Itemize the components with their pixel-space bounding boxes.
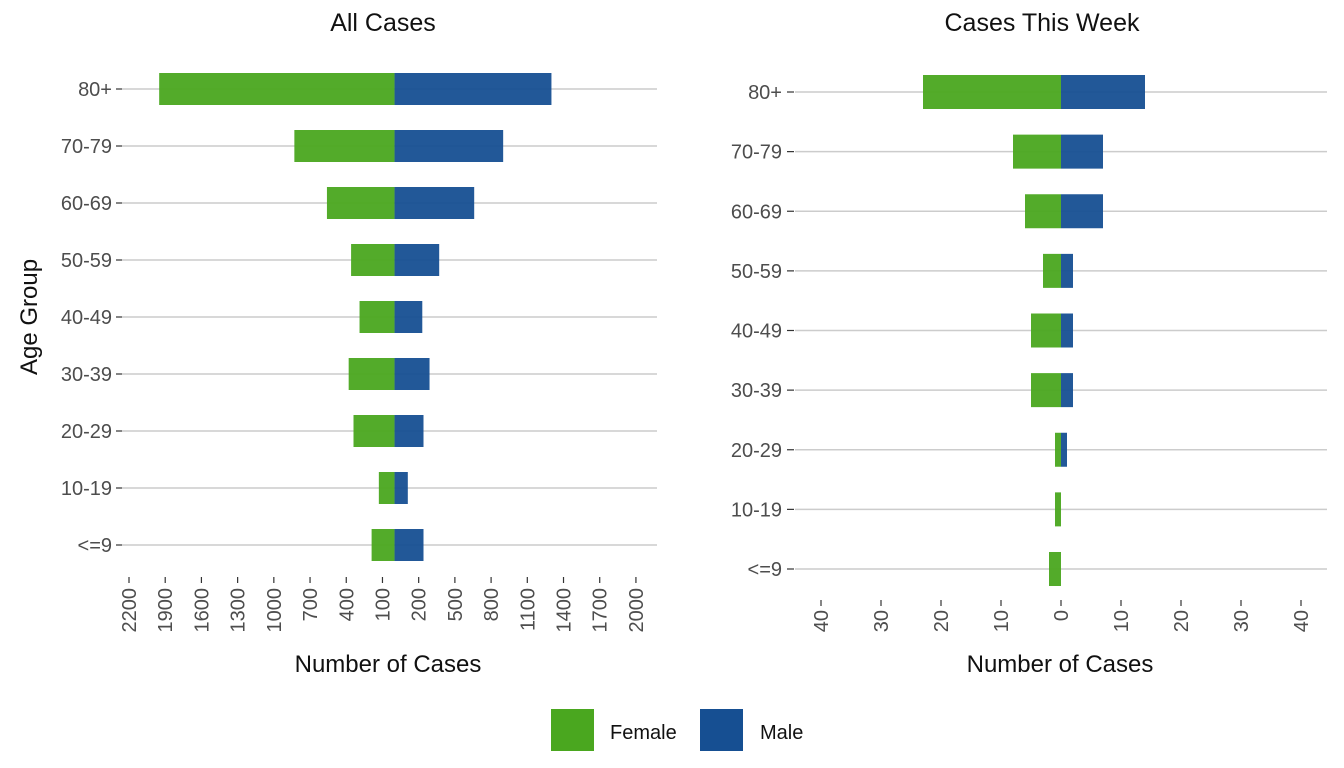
x-tick-label-0: 2200 — [119, 588, 141, 633]
bar-female-70-79 — [294, 130, 395, 162]
bar-female-20-29 — [353, 415, 395, 447]
bar-female-80-plus — [159, 73, 395, 105]
legend-label-female: Female — [610, 722, 677, 744]
x-ticks-cases-this-week: 40 30 20 10 0 10 20 30 40 — [811, 600, 1313, 632]
y-ticks-cases-this-week: 80+ 70-79 60-69 50-59 40-49 30-39 20-29 10-19 <=… — [731, 82, 794, 581]
legend-label-male: Male — [760, 722, 803, 744]
bar-female-30-39 — [1031, 373, 1061, 408]
x-tick-label-7: 100 — [372, 588, 394, 621]
x-tick-label-1: 30 — [871, 610, 893, 632]
bar-male-70-79 — [1061, 134, 1103, 169]
bar-male-30-39 — [394, 358, 430, 390]
bar-male-80-plus — [1061, 75, 1145, 109]
y-tick-label-10-19: 10-19 — [731, 499, 782, 521]
x-tick-label-9: 500 — [445, 588, 467, 621]
y-tick-label-50-59: 50-59 — [731, 261, 782, 283]
bar-female-60-69 — [1025, 194, 1061, 229]
bars-all-cases — [159, 73, 552, 561]
x-tick-label-6: 20 — [1171, 610, 1193, 632]
x-tick-label-2: 20 — [931, 610, 953, 632]
bar-female-le-9 — [1049, 552, 1061, 586]
bar-male-30-39 — [1061, 373, 1073, 408]
bar-male-50-59 — [394, 244, 440, 276]
y-tick-label-60-69: 60-69 — [61, 193, 112, 215]
x-tick-label-6: 400 — [336, 588, 358, 621]
x-axis-title-cases-this-week: Number of Cases — [967, 651, 1154, 678]
bar-male-40-49 — [1061, 313, 1073, 348]
y-tick-label-20-29: 20-29 — [731, 440, 782, 462]
y-tick-label-80-plus: 80+ — [748, 82, 782, 104]
bar-female-le-9 — [371, 529, 395, 561]
legend-swatch-female — [551, 709, 594, 751]
x-tick-label-14: 2000 — [626, 588, 648, 633]
x-tick-label-2: 1600 — [191, 588, 213, 633]
y-tick-label-10-19: 10-19 — [61, 478, 112, 500]
y-tick-label-70-79: 70-79 — [731, 142, 782, 164]
bar-female-10-19 — [1055, 492, 1061, 527]
bar-male-50-59 — [1061, 253, 1073, 288]
chart-title-cases-this-week: Cases This Week — [945, 9, 1140, 37]
x-tick-label-8: 200 — [409, 588, 431, 621]
x-tick-label-3: 10 — [991, 610, 1013, 632]
y-tick-label-40-49: 40-49 — [731, 321, 782, 343]
bar-male-20-29 — [1061, 432, 1067, 467]
bar-female-10-19 — [378, 472, 395, 504]
y-tick-label-60-69: 60-69 — [731, 201, 782, 223]
bar-female-40-49 — [1031, 313, 1061, 348]
y-tick-label-20-29: 20-29 — [61, 421, 112, 443]
y-tick-label-le-9: <=9 — [748, 559, 782, 581]
x-tick-label-7: 30 — [1231, 610, 1253, 632]
x-tick-label-8: 40 — [1291, 610, 1313, 632]
x-tick-label-10: 800 — [481, 588, 503, 621]
x-tick-label-3: 1300 — [228, 588, 250, 633]
bar-female-30-39 — [348, 358, 395, 390]
x-tick-label-4: 0 — [1051, 610, 1073, 621]
bar-female-60-69 — [326, 187, 395, 219]
y-tick-label-50-59: 50-59 — [61, 250, 112, 272]
bar-male-10-19 — [394, 472, 408, 504]
x-tick-label-11: 1100 — [517, 588, 539, 631]
bar-male-80-plus — [394, 73, 552, 105]
y-axis-title: Age Group — [16, 259, 43, 375]
x-tick-label-0: 40 — [811, 610, 833, 632]
bar-female-50-59 — [351, 244, 395, 276]
bar-female-40-49 — [359, 301, 395, 333]
bars-cases-this-week — [923, 75, 1145, 586]
legend: Female Male — [551, 709, 803, 751]
bar-male-40-49 — [394, 301, 423, 333]
x-ticks-all-cases: 2200 1900 1600 1300 1000 700 400 100 200 500 800 11… — [119, 577, 648, 633]
bar-male-70-79 — [394, 130, 504, 162]
bar-male-20-29 — [394, 415, 424, 447]
x-tick-label-4: 1000 — [264, 588, 286, 633]
x-tick-label-12: 1400 — [554, 588, 576, 633]
bar-female-20-29 — [1055, 432, 1061, 467]
x-tick-label-5: 700 — [300, 588, 322, 621]
y-ticks-all-cases: 80+ 70-79 60-69 50-59 40-49 30-39 20-29 10-19 <=… — [61, 79, 122, 557]
bar-male-60-69 — [1061, 194, 1103, 229]
bar-female-70-79 — [1013, 134, 1061, 169]
x-tick-label-13: 1700 — [590, 588, 612, 633]
chart-title-all-cases: All Cases — [330, 9, 436, 37]
y-tick-label-40-49: 40-49 — [61, 307, 112, 329]
y-tick-label-le-9: <=9 — [78, 535, 112, 557]
legend-swatch-male — [700, 709, 743, 751]
bar-male-le-9 — [394, 529, 424, 561]
panel-all-cases: All Cases 80+ 70-79 60-69 50-59 40-49 30-39 20… — [16, 9, 657, 678]
y-tick-label-80-plus: 80+ — [78, 79, 112, 101]
y-tick-label-30-39: 30-39 — [731, 380, 782, 402]
bar-female-50-59 — [1043, 253, 1061, 288]
bar-male-60-69 — [394, 187, 475, 219]
panel-cases-this-week: Cases This Week 80+ 70-79 60-69 50-59 40-49 3… — [731, 9, 1327, 678]
y-tick-label-30-39: 30-39 — [61, 364, 112, 386]
x-tick-label-1: 1900 — [155, 588, 177, 633]
x-tick-label-5: 10 — [1111, 610, 1133, 632]
x-axis-title-all-cases: Number of Cases — [295, 651, 482, 678]
bar-female-80-plus — [923, 75, 1061, 109]
y-tick-label-70-79: 70-79 — [61, 136, 112, 158]
